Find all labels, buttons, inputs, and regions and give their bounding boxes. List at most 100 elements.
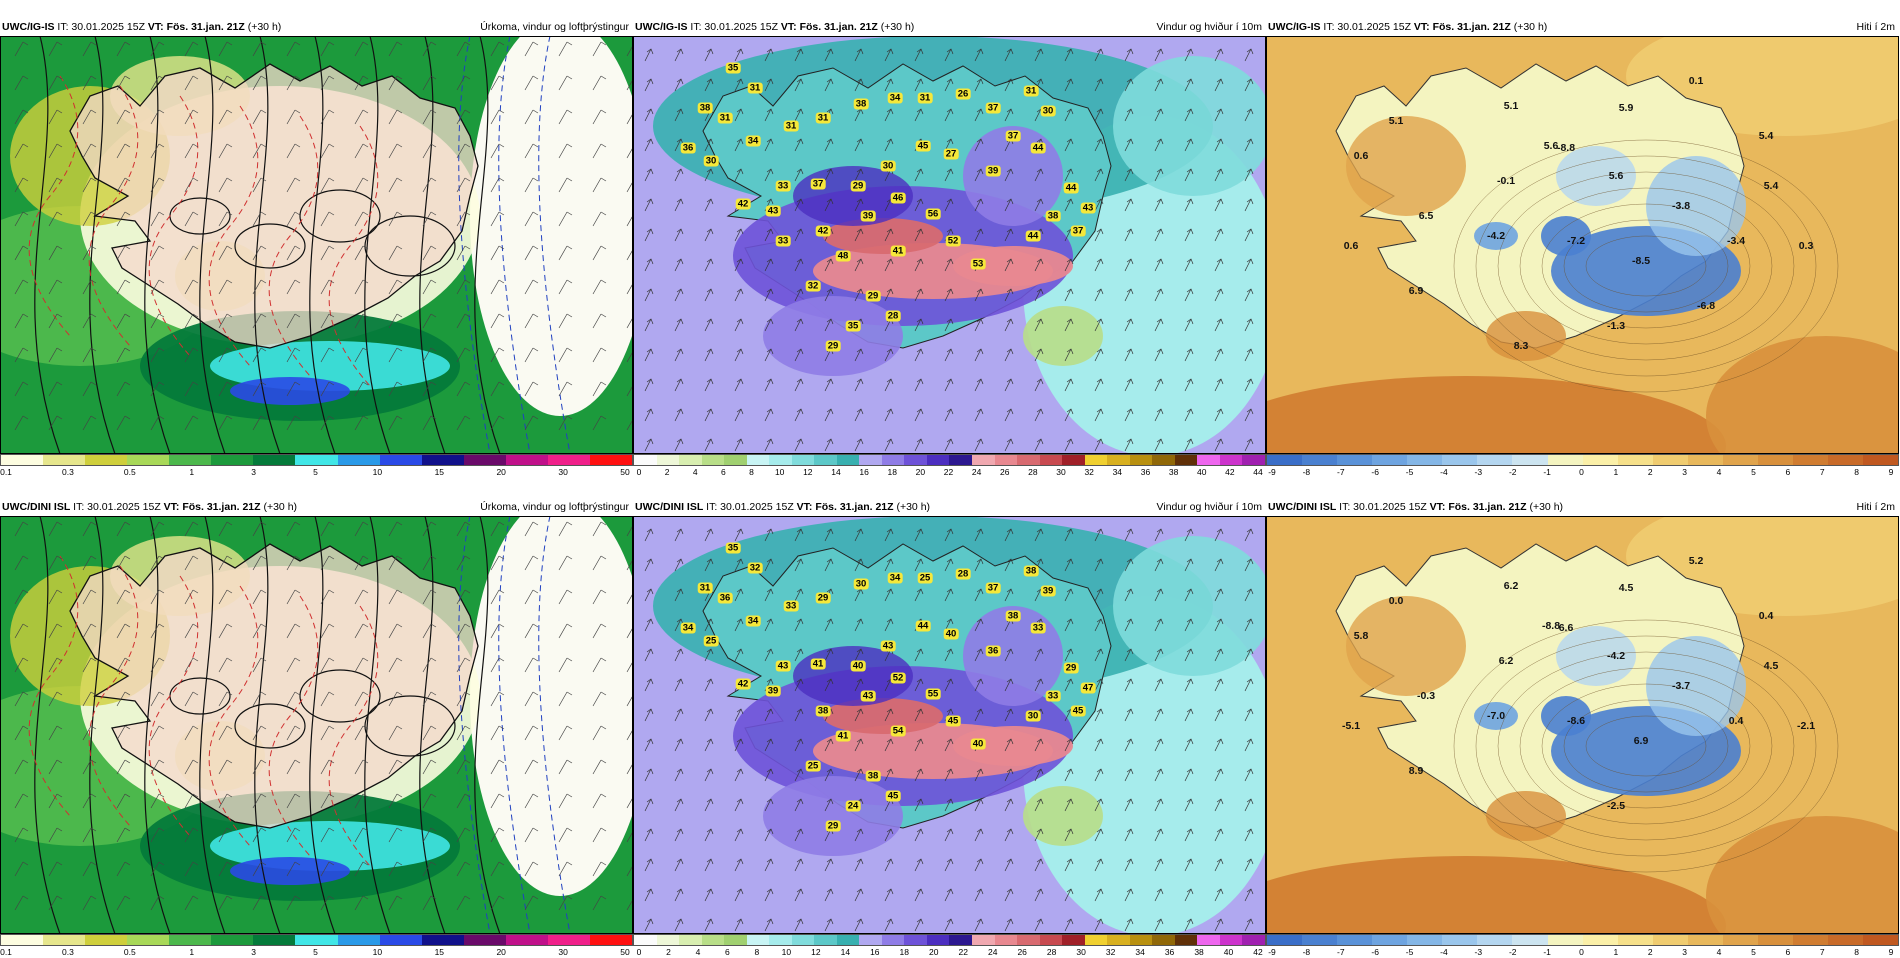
colorbar-tick-label: 0 bbox=[1579, 947, 1584, 957]
colorbar-swatch bbox=[769, 935, 792, 945]
wind-gust-label: 30 bbox=[853, 578, 869, 590]
colorbar-tick-label: 2 bbox=[664, 467, 670, 477]
temperature-label: 0.1 bbox=[1688, 75, 1704, 87]
colorbar-swatch bbox=[589, 935, 632, 945]
colorbar-swatch bbox=[679, 935, 702, 945]
colorbar-swatch bbox=[169, 935, 212, 945]
colorbar-labels: -9 -8 -7 -6 -5 -4 -3 -2 -1 0 1 2 3 4 5 6 7 8 9 bbox=[1266, 946, 1899, 958]
colorbar-swatch bbox=[379, 455, 422, 465]
temperature-label: 6.5 bbox=[1418, 210, 1434, 222]
map-canvas[interactable]: 35 31 38 31 36 30 34 31 31 38 34 31 26 37 31 30 45 30 27 37… bbox=[633, 36, 1266, 454]
cold-area bbox=[1556, 626, 1636, 686]
wind-gust-label: 27 bbox=[943, 148, 959, 160]
temperature-label: -0.1 bbox=[1496, 175, 1516, 187]
colorbar-swatch bbox=[1, 935, 44, 945]
colorbar-swatch bbox=[1407, 935, 1443, 945]
wind-area bbox=[1023, 306, 1103, 366]
panel-header: UWC/IG-IS IT: 30.01.2025 15Z VT: Fös. 31… bbox=[633, 18, 1266, 36]
colorbar-labels: -9 -8 -7 -6 -5 -4 -3 -2 -1 0 1 2 3 4 5 6 7 8 9 bbox=[1266, 466, 1899, 478]
temperature-label: 5.1 bbox=[1503, 100, 1519, 112]
wind-gust-label: 44 bbox=[1030, 142, 1046, 154]
cold-area bbox=[1541, 216, 1591, 256]
wind-gust-label: 33 bbox=[783, 600, 799, 612]
cold-area bbox=[1474, 702, 1518, 730]
colorbar-tick-label: 8 bbox=[749, 467, 754, 477]
colorbar-tick-label: 32 bbox=[1084, 467, 1094, 477]
map-canvas[interactable] bbox=[0, 36, 633, 454]
colorbar-tick-label: 30 bbox=[1076, 947, 1086, 957]
forecast-panel-0-0: UWC/IG-IS IT: 30.01.2025 15Z VT: Fös. 31… bbox=[0, 18, 633, 477]
colorbar-swatch bbox=[1302, 935, 1338, 945]
colorbar-tick-label: 8 bbox=[754, 947, 760, 957]
wind-gust-label: 41 bbox=[810, 658, 826, 670]
wind-gust-label: 31 bbox=[917, 92, 933, 104]
gust-area bbox=[823, 698, 943, 734]
temperature-label: 4.5 bbox=[1618, 582, 1634, 594]
colorbar-tick-label: 15 bbox=[434, 947, 445, 957]
colorbar-tick-label: 10 bbox=[372, 467, 383, 477]
map-canvas[interactable] bbox=[0, 516, 633, 934]
colorbar-swatch bbox=[1152, 935, 1175, 945]
colorbar-tick-label: 0 bbox=[1579, 467, 1584, 477]
model-name: UWC/DINI ISL bbox=[1268, 501, 1337, 513]
colorbar-swatch bbox=[1129, 455, 1153, 465]
colorbar-tick-label: 0 bbox=[636, 947, 642, 957]
colorbar-swatch bbox=[656, 455, 680, 465]
map-canvas[interactable]: 35 32 31 36 34 25 34 33 29 30 34 25 28 37 38 39 44 43 40 38… bbox=[633, 516, 1266, 934]
colorbar-tick-label: -9 bbox=[1268, 467, 1276, 477]
map-canvas[interactable]: 5.2 6.2 4.5 0.0 -8.8 5.8 6.6 0.4 6.2 -4.2 4.5 -0.3 -… bbox=[1266, 516, 1899, 934]
temperature-label: 5.4 bbox=[1763, 180, 1779, 192]
colorbar-tick-label: 10 bbox=[781, 947, 792, 957]
colorbar-tick-label: 5 bbox=[1751, 947, 1756, 957]
temp-zone bbox=[1706, 816, 1899, 934]
wind-gust-label: 56 bbox=[925, 208, 941, 220]
wind-area bbox=[763, 296, 903, 376]
colorbar-tick-label: 22 bbox=[958, 947, 968, 957]
colorbar-tick-label: 30 bbox=[1056, 467, 1066, 477]
wind-gust-label: 25 bbox=[917, 572, 933, 584]
colorbar-tick-label: -7 bbox=[1336, 947, 1345, 957]
wind-gust-label: 54 bbox=[890, 725, 906, 737]
map-svg bbox=[1266, 516, 1899, 934]
colorbar-tick-label: 3 bbox=[251, 947, 256, 957]
init-time: IT: 30.01.2025 15Z bbox=[1339, 501, 1427, 513]
init-time: IT: 30.01.2025 15Z bbox=[57, 21, 145, 33]
colorbar-tick-label: 12 bbox=[811, 947, 821, 957]
wind-gust-label: 34 bbox=[680, 622, 696, 634]
wind-gust-label: 29 bbox=[815, 592, 831, 604]
wind-gust-label: 34 bbox=[745, 615, 761, 627]
valid-time: VT: Fös. 31.jan. 21Z bbox=[796, 501, 894, 513]
colorbar-swatch bbox=[127, 455, 170, 465]
colorbar-swatch bbox=[547, 935, 590, 945]
colorbar-tick-label: 34 bbox=[1112, 467, 1123, 477]
temperature-label: 6.6 bbox=[1558, 622, 1574, 634]
colorbar-tick-label: 2 bbox=[1647, 947, 1653, 957]
wind-gust-label: 45 bbox=[885, 790, 901, 802]
temperature-label: -1.3 bbox=[1606, 320, 1626, 332]
colorbar-tick-label: 42 bbox=[1225, 467, 1235, 477]
wind-gust-label: 32 bbox=[747, 562, 763, 574]
colorbar-swatch bbox=[1687, 455, 1723, 465]
wind-gust-label: 40 bbox=[970, 738, 986, 750]
wind-gust-label: 31 bbox=[747, 82, 763, 94]
temp-zone bbox=[1266, 376, 1726, 454]
temperature-label: -4.2 bbox=[1606, 650, 1626, 662]
wind-gust-label: 44 bbox=[1025, 230, 1041, 242]
map-canvas[interactable]: 0.1 5.1 5.9 5.1 5.6 0.6 -8.8 5.4 -0.1 5.6 5.4 6.5 -3… bbox=[1266, 36, 1899, 454]
dry-area bbox=[470, 36, 633, 416]
colorbar-swatch bbox=[1617, 455, 1653, 465]
colorbar-tick-label: -1 bbox=[1543, 947, 1551, 957]
gust-area bbox=[823, 218, 943, 254]
wind-gust-label: 38 bbox=[1023, 565, 1039, 577]
colorbar-swatch bbox=[1084, 935, 1108, 945]
colorbar-swatch bbox=[1219, 935, 1243, 945]
colorbar-tick-label: 16 bbox=[859, 467, 869, 477]
colorbar-tick-label: -4 bbox=[1440, 947, 1448, 957]
wind-gust-label: 42 bbox=[815, 225, 831, 237]
colorbar-tick-label: 16 bbox=[870, 947, 880, 957]
panel-header: UWC/DINI ISL IT: 30.01.2025 15Z VT: Fös.… bbox=[0, 498, 633, 516]
colorbar-tick-label: 28 bbox=[1046, 947, 1057, 957]
colorbar-tick-label: 50 bbox=[620, 467, 630, 477]
colorbar-swatch bbox=[1652, 455, 1688, 465]
colorbar-swatch bbox=[859, 935, 882, 945]
